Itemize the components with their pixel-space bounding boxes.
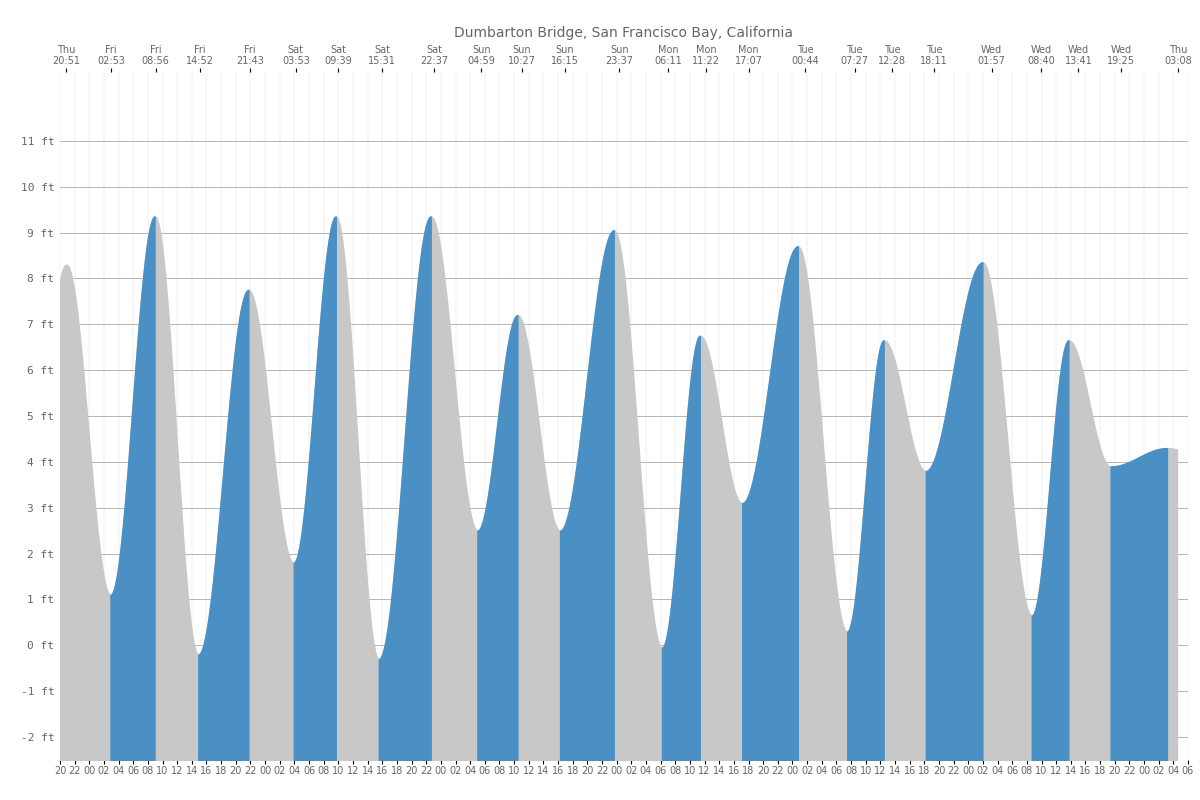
Title: Dumbarton Bridge, San Francisco Bay, California: Dumbarton Bridge, San Francisco Bay, Cal… bbox=[455, 26, 793, 39]
